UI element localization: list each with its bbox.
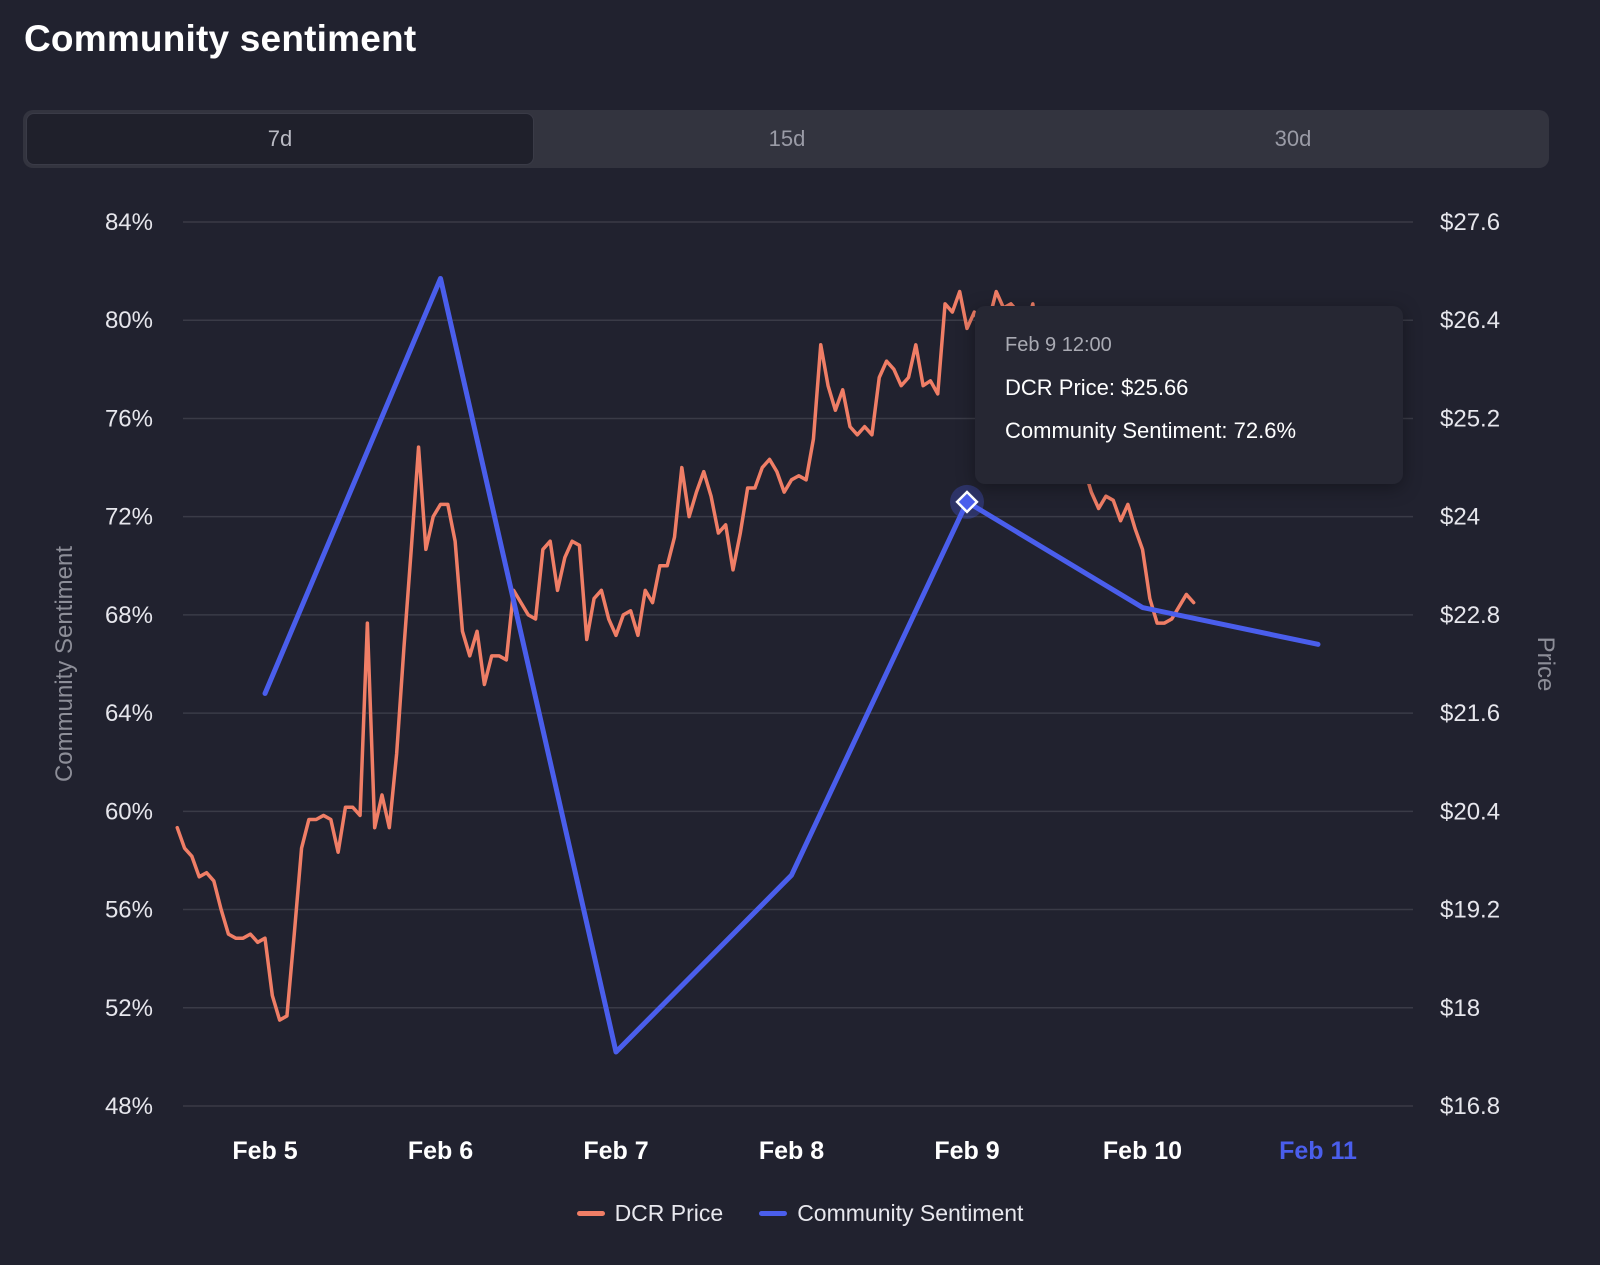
legend-item-sentiment[interactable]: Community Sentiment bbox=[759, 1200, 1023, 1227]
time-range-tabs: 7d 15d 30d bbox=[23, 110, 1549, 168]
page-title: Community sentiment bbox=[24, 18, 417, 59]
y-right-tick-label: $19.2 bbox=[1440, 897, 1500, 924]
y-right-tick-label: $21.6 bbox=[1440, 700, 1500, 727]
x-tick-label: Feb 7 bbox=[583, 1137, 648, 1165]
tooltip-sentiment: Community Sentiment: 72.6% bbox=[1005, 418, 1297, 443]
y-right-tick-label: $26.4 bbox=[1440, 307, 1500, 334]
y-right-tick-label: $18 bbox=[1440, 995, 1480, 1022]
y-left-tick-label: 64% bbox=[105, 700, 153, 727]
legend-swatch-sentiment bbox=[759, 1211, 788, 1216]
chart-legend: DCR Price Community Sentiment bbox=[0, 1200, 1600, 1227]
y-left-tick-label: 84% bbox=[105, 209, 153, 236]
x-tick-label: Feb 6 bbox=[408, 1137, 473, 1165]
tooltip-date: Feb 9 12:00 bbox=[1005, 334, 1112, 356]
y-left-tick-label: 60% bbox=[105, 798, 153, 825]
y-left-axis-title: Community Sentiment bbox=[51, 546, 78, 782]
y-left-tick-label: 52% bbox=[105, 995, 153, 1022]
x-tick-label: Feb 11 bbox=[1279, 1137, 1357, 1165]
y-left-tick-label: 48% bbox=[105, 1093, 153, 1120]
y-left-tick-label: 80% bbox=[105, 307, 153, 334]
y-left-tick-label: 72% bbox=[105, 504, 153, 531]
x-tick-label: Feb 9 bbox=[934, 1137, 999, 1165]
legend-item-price[interactable]: DCR Price bbox=[576, 1200, 724, 1227]
y-right-tick-label: $16.8 bbox=[1440, 1093, 1500, 1120]
series-line-community-sentiment bbox=[262, 275, 1321, 1055]
y-right-tick-label: $27.6 bbox=[1440, 209, 1500, 236]
legend-swatch-price bbox=[576, 1211, 605, 1216]
tab-15d[interactable]: 15d bbox=[768, 126, 806, 151]
tab-7d[interactable]: 7d bbox=[26, 113, 534, 165]
x-tick-label: Feb 10 bbox=[1103, 1137, 1182, 1165]
y-left-tick-label: 56% bbox=[105, 897, 153, 924]
y-right-tick-label: $22.8 bbox=[1440, 602, 1500, 629]
sentiment-highlight-marker bbox=[955, 490, 979, 514]
y-right-tick-label: $24 bbox=[1440, 504, 1480, 531]
y-right-axis-title: Price bbox=[1532, 637, 1559, 692]
y-right-tick-label: $20.4 bbox=[1440, 798, 1500, 825]
tab-30d[interactable]: 30d bbox=[1274, 126, 1312, 151]
x-tick-label: Feb 5 bbox=[232, 1137, 297, 1165]
legend-label-price: DCR Price bbox=[614, 1200, 724, 1226]
y-left-tick-label: 76% bbox=[105, 405, 153, 432]
y-right-tick-label: $25.2 bbox=[1440, 405, 1500, 432]
legend-label-sentiment: Community Sentiment bbox=[797, 1200, 1024, 1226]
y-left-tick-label: 68% bbox=[105, 602, 153, 629]
tooltip-price: DCR Price: $25.66 bbox=[1005, 375, 1189, 400]
chart-tooltip: Feb 9 12:00 DCR Price: $25.66 Community … bbox=[975, 306, 1403, 484]
x-tick-label: Feb 8 bbox=[759, 1137, 824, 1165]
